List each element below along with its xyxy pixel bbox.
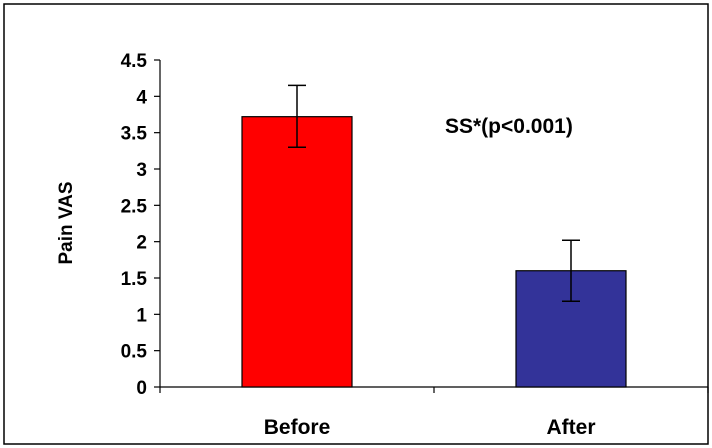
y-axis: 0 0.5 1 1.5 2 2.5 3 3.5 4 4.5 [121, 51, 161, 399]
y-tick-label: 1.5 [121, 269, 148, 290]
error-bar-after [562, 239, 580, 303]
y-axis-title: Pain VAS [56, 181, 77, 264]
significance-annotation: SS*(p<0.001) [445, 115, 573, 138]
y-tick-label: 3 [136, 160, 147, 181]
x-category-label: After [546, 416, 595, 439]
x-category-label: Before [264, 416, 331, 439]
y-tick-label: 1 [136, 305, 147, 326]
bar-before [241, 116, 353, 388]
bars [241, 116, 627, 388]
y-tick-label: 2 [136, 233, 147, 254]
error-bars [288, 84, 580, 303]
y-tick-label: 3.5 [121, 124, 148, 145]
y-tick-label: 2.5 [121, 196, 148, 217]
y-tick-label: 0.5 [121, 342, 148, 363]
error-bar-before [288, 84, 306, 148]
y-tick-label: 4.5 [121, 51, 148, 72]
y-tick-label: 0 [136, 378, 147, 399]
y-tick-label: 4 [136, 87, 147, 108]
